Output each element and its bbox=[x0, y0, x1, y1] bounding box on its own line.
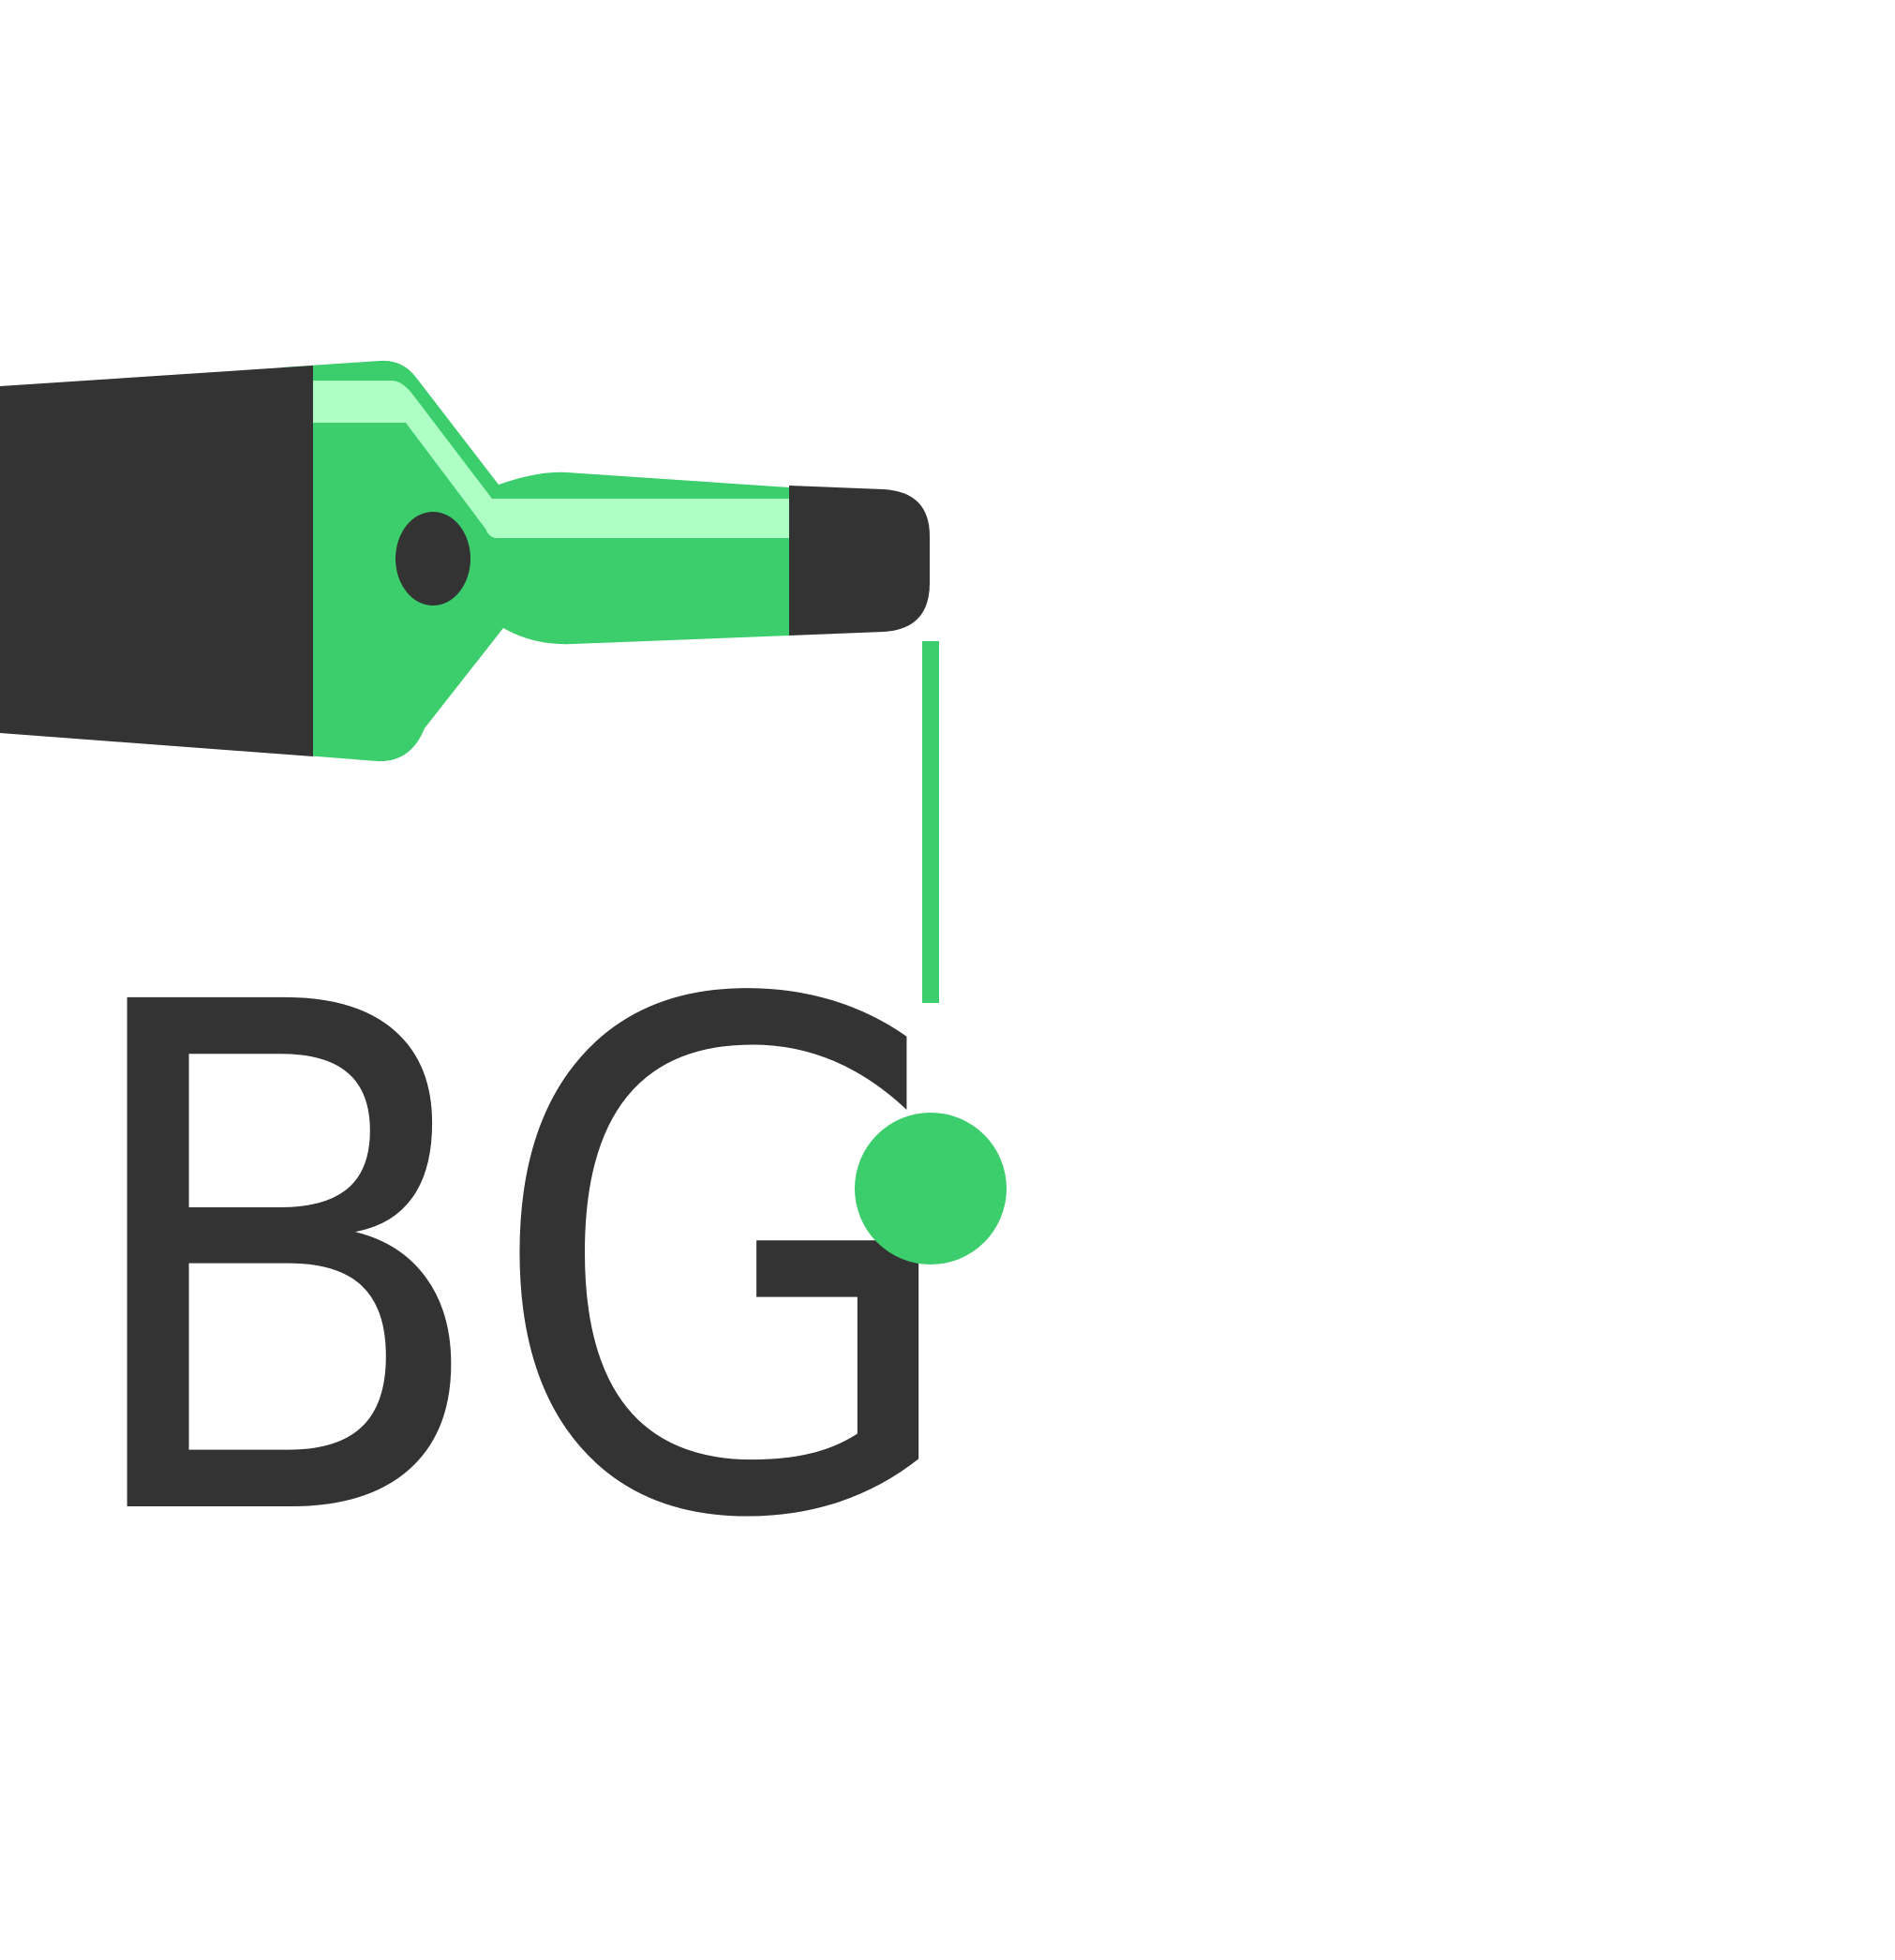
fountain-pen-icon bbox=[0, 360, 939, 1003]
pen-highlight bbox=[281, 381, 789, 538]
monogram-text: BG bbox=[66, 858, 970, 1671]
ink-line bbox=[922, 641, 939, 1003]
pen-tip bbox=[789, 486, 930, 636]
pen-body bbox=[281, 360, 789, 762]
pen-hole bbox=[395, 512, 470, 606]
pen-grip bbox=[0, 366, 313, 756]
ink-dot bbox=[855, 1113, 1007, 1264]
